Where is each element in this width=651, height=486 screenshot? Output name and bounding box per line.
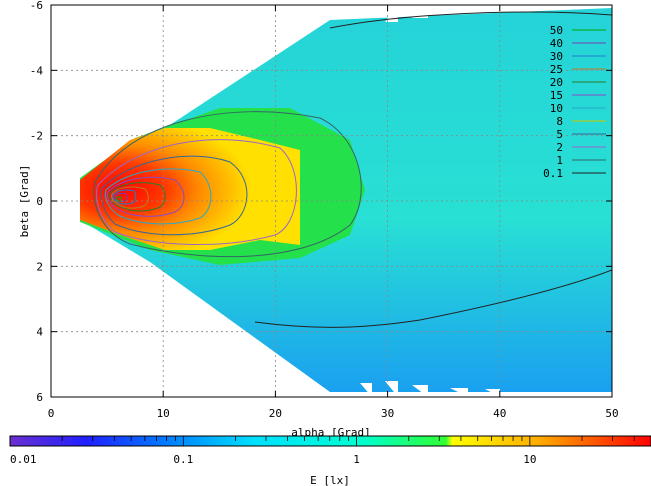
colorbar-label: E [lx] bbox=[310, 474, 350, 486]
contour-30 bbox=[112, 189, 137, 205]
contour-0.1-top bbox=[329, 11, 612, 29]
contour-15 bbox=[106, 176, 185, 217]
y-axis-label: beta [Grad] bbox=[18, 165, 31, 238]
y-tick-label: -4 bbox=[30, 64, 44, 77]
legend-label: 2 bbox=[556, 141, 563, 154]
legend-label: 5 bbox=[556, 128, 563, 141]
y-tick-label: -6 bbox=[30, 0, 43, 12]
x-tick-label: 30 bbox=[381, 407, 394, 420]
colorbar bbox=[9, 435, 651, 447]
x-tick-label: 0 bbox=[48, 407, 55, 420]
colorbar-ticks: 0.01 0.1 1 10 bbox=[9, 436, 651, 466]
y-tick-label: 0 bbox=[36, 195, 43, 208]
slice-edges bbox=[360, 5, 545, 397]
heatmap-band-high bbox=[80, 128, 300, 250]
y-tick-label: 2 bbox=[36, 260, 43, 273]
legend-label: 30 bbox=[550, 50, 563, 63]
colorbar-tick-label: 1 bbox=[353, 453, 360, 466]
colorbar-tick-label: 10 bbox=[523, 453, 536, 466]
grid bbox=[51, 5, 612, 397]
y-axis: -6 -4 -2 0 2 4 6 bbox=[30, 0, 612, 404]
colorbar-tick-label: 0.1 bbox=[173, 453, 193, 466]
contour-25 bbox=[111, 186, 149, 209]
contour-2 bbox=[96, 139, 297, 246]
legend-label: 20 bbox=[550, 76, 563, 89]
plot-area bbox=[80, 5, 612, 397]
legend-label: 1 bbox=[556, 154, 563, 167]
legend-label: 40 bbox=[550, 37, 563, 50]
x-tick-label: 40 bbox=[493, 407, 506, 420]
contour-1 bbox=[93, 111, 362, 258]
contour-20 bbox=[108, 182, 166, 212]
y-tick-label: 6 bbox=[36, 391, 43, 404]
legend-label: 50 bbox=[550, 24, 563, 37]
contour-5 bbox=[100, 155, 248, 236]
colorbar-tick-label: 0.01 bbox=[10, 453, 37, 466]
x-tick-label: 10 bbox=[157, 407, 170, 420]
x-tick-label: 20 bbox=[269, 407, 282, 420]
legend-label: 10 bbox=[550, 102, 563, 115]
contour-lines bbox=[93, 11, 612, 328]
legend-label: 25 bbox=[550, 63, 563, 76]
contour-40 bbox=[114, 192, 128, 202]
x-axis: 0 10 20 30 40 50 bbox=[48, 5, 619, 420]
x-tick-label: 50 bbox=[605, 407, 618, 420]
legend-label: 0.1 bbox=[543, 167, 563, 180]
legend-label: 15 bbox=[550, 89, 563, 102]
legend-label: 8 bbox=[556, 115, 563, 128]
y-tick-label: -2 bbox=[30, 130, 43, 143]
contour-0.1 bbox=[254, 269, 612, 328]
contour-10 bbox=[104, 168, 212, 225]
y-tick-label: 4 bbox=[36, 326, 43, 339]
